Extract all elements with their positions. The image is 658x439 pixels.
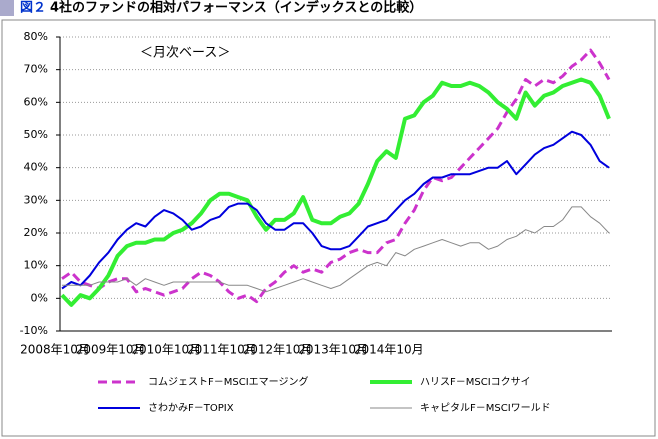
chart-title: 4社のファンドの相対パフォーマンス（インデックスとの比較） bbox=[50, 0, 422, 16]
y-tick-label: 0% bbox=[31, 291, 48, 304]
y-tick-label: 10% bbox=[24, 259, 48, 272]
y-tick-label: 50% bbox=[24, 128, 48, 141]
x-tick-label: 2011年10月 bbox=[187, 343, 257, 357]
x-tick-label: 2012年10月 bbox=[243, 343, 313, 357]
x-tick-label: 2014年10月 bbox=[354, 343, 424, 357]
x-tick-label: 2013年10月 bbox=[298, 343, 368, 357]
annotation: ＜月次ベース＞ bbox=[140, 45, 230, 61]
series-line bbox=[62, 206, 610, 293]
series-line bbox=[61, 130, 610, 290]
y-tick-label: 40% bbox=[24, 161, 48, 174]
chart-frame bbox=[1, 19, 656, 437]
legend-label: コムジェストF－MSCIエマージング bbox=[148, 375, 308, 388]
y-tick-label: -10% bbox=[20, 324, 48, 337]
x-tick-label: 2009年10月 bbox=[76, 343, 146, 357]
series-line bbox=[60, 77, 611, 307]
legend-label: ハリスF－MSCIコクサイ bbox=[420, 376, 531, 388]
y-tick-label: 20% bbox=[24, 226, 48, 239]
legend-label: キャピタルF－MSCIワールド bbox=[420, 402, 551, 414]
x-tick-label: 2008年10月 bbox=[20, 343, 90, 357]
title-marker bbox=[0, 0, 14, 16]
y-tick-label: 80% bbox=[24, 30, 48, 43]
legend-label: さわかみF－TOPIX bbox=[148, 402, 234, 414]
y-tick-label: 70% bbox=[24, 63, 48, 76]
title-prefix: 図２ bbox=[20, 1, 46, 16]
y-tick-label: 60% bbox=[24, 95, 48, 108]
x-tick-label: 2010年10月 bbox=[131, 343, 201, 357]
y-tick-label: 30% bbox=[24, 193, 48, 206]
